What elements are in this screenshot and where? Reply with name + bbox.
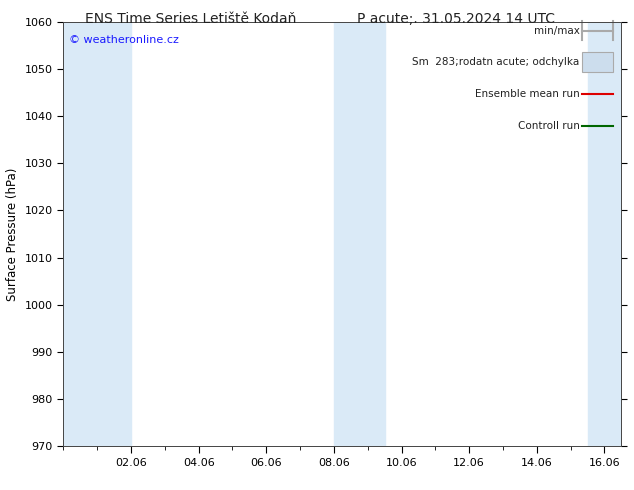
- Bar: [334, 22, 385, 446]
- Text: Ensemble mean run: Ensemble mean run: [475, 89, 579, 99]
- Text: min/max: min/max: [534, 25, 579, 36]
- Text: Controll run: Controll run: [517, 121, 579, 131]
- Text: ENS Time Series Letiště Kodaň: ENS Time Series Letiště Kodaň: [84, 12, 296, 26]
- Y-axis label: Surface Pressure (hPa): Surface Pressure (hPa): [6, 167, 19, 301]
- Text: P acute;. 31.05.2024 14 UTC: P acute;. 31.05.2024 14 UTC: [358, 12, 555, 26]
- Bar: [63, 22, 131, 446]
- Text: © weatheronline.cz: © weatheronline.cz: [69, 35, 179, 45]
- Text: Sm  283;rodatn acute; odchylka: Sm 283;rodatn acute; odchylka: [412, 57, 579, 67]
- Bar: [582, 52, 613, 73]
- Bar: [588, 22, 621, 446]
